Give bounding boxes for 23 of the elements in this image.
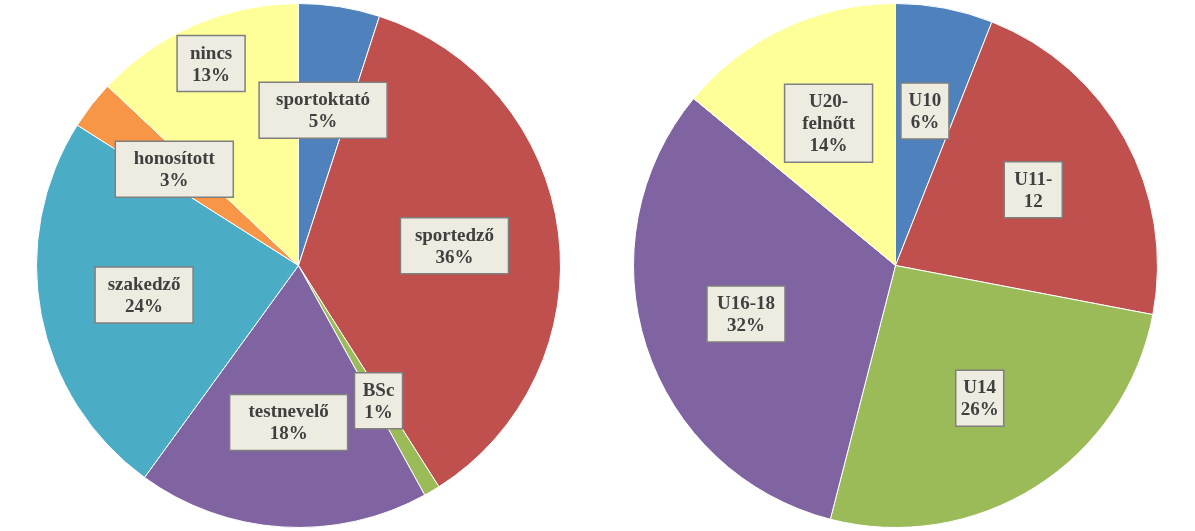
slice-label: szakedző (107, 272, 181, 294)
data-label: 32% (726, 314, 765, 336)
data-label: 26% (960, 398, 999, 420)
data-label: 13% (192, 63, 231, 85)
slice-label: U20- felnőtt (802, 90, 856, 134)
data-label: 36% (435, 245, 474, 267)
slice-label: U10 (908, 89, 942, 111)
data-label: 6% (910, 111, 940, 133)
data-label: 14% (809, 134, 848, 156)
data-label: 3% (160, 169, 189, 191)
slice-label: U11- 12 (1014, 167, 1053, 211)
slice-label: nincs (189, 41, 233, 63)
slice-label: sportoktató (276, 88, 371, 110)
slice-label: U16-18 (716, 292, 776, 314)
data-label: 24% (125, 294, 164, 316)
slice-label: BSc (362, 378, 395, 400)
data-label: 18% (269, 422, 308, 444)
slice-label: sportedző (414, 223, 495, 245)
data-label: 1% (364, 400, 393, 422)
data-label: 5% (308, 110, 338, 132)
slice-label: U14 (963, 376, 997, 398)
slice-label: testnevelő (248, 400, 329, 422)
slice-label: honosított (133, 147, 216, 169)
